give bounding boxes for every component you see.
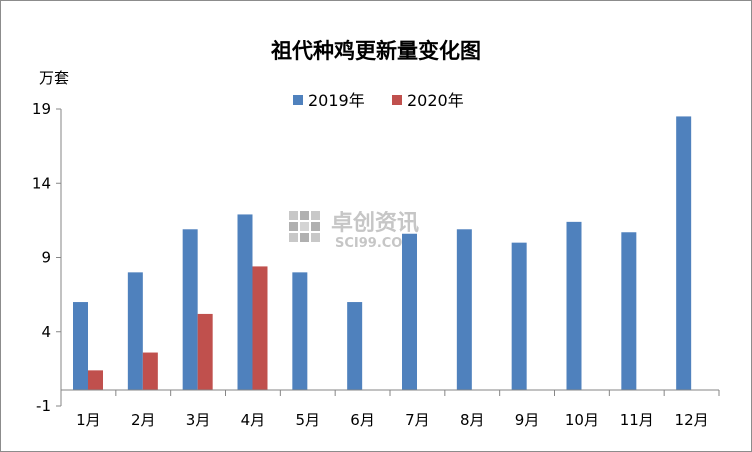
bar-2019年-2月	[127, 272, 143, 390]
x-tick-label: 9月	[515, 411, 540, 429]
y-tick-label: 4	[41, 323, 51, 341]
bar-2019年-11月	[621, 232, 637, 390]
y-tick-label: -1	[36, 397, 51, 415]
chart-title: 祖代种鸡更新量变化图	[270, 39, 481, 63]
x-tick-label: 10月	[565, 411, 599, 429]
bar-2019年-1月	[73, 302, 88, 390]
legend-swatch-2020	[392, 95, 402, 105]
y-tick-label: 14	[32, 174, 51, 192]
bar-2019年-5月	[292, 272, 308, 390]
x-tick-label: 2月	[131, 411, 156, 429]
watermark-logo-icon	[289, 211, 320, 242]
legend-label-2019: 2019年	[308, 91, 365, 110]
watermark: 卓创资讯 SCI99.COM	[289, 211, 419, 251]
bar-2019年-10月	[566, 221, 582, 390]
bar-2020年-2月	[142, 352, 158, 390]
y-tick-label: 9	[41, 249, 51, 267]
y-tick-label: 19	[32, 100, 51, 118]
bar-2019年-12月	[676, 116, 692, 391]
bar-2020年-1月	[88, 370, 103, 390]
bar-2019年-7月	[402, 233, 417, 390]
y-axis: -1 4 9 14 19	[32, 100, 62, 415]
legend: 2019年 2020年	[293, 91, 464, 110]
y-axis-label: 万套	[39, 69, 69, 87]
bar-2019年-8月	[456, 229, 472, 390]
x-tick-label: 12月	[675, 411, 709, 429]
x-tick-label: 5月	[295, 411, 320, 429]
bar-2019年-6月	[347, 302, 363, 390]
x-tick-label: 11月	[620, 411, 654, 429]
x-tick-label: 4月	[241, 411, 266, 429]
x-tick-label: 7月	[405, 411, 430, 429]
x-tick-label: 8月	[460, 411, 485, 429]
x-axis: 1月 2月 3月 4月 5月 6月 7月 8月 9月 10月 11月 12月	[60, 389, 720, 429]
watermark-text-en: SCI99.COM	[335, 236, 415, 251]
legend-label-2020: 2020年	[407, 91, 464, 110]
x-tick-label: 3月	[186, 411, 211, 429]
bar-2019年-4月	[237, 214, 253, 390]
bar-2020年-4月	[252, 266, 268, 390]
watermark-text-cn: 卓创资讯	[331, 211, 419, 236]
bar-2020年-3月	[197, 313, 213, 390]
bar-2019年-3月	[182, 229, 198, 390]
x-tick-label: 6月	[350, 411, 375, 429]
bars	[73, 116, 692, 391]
x-tick-label: 1月	[76, 411, 101, 429]
legend-swatch-2019	[293, 95, 303, 105]
bar-2019年-9月	[511, 242, 527, 390]
